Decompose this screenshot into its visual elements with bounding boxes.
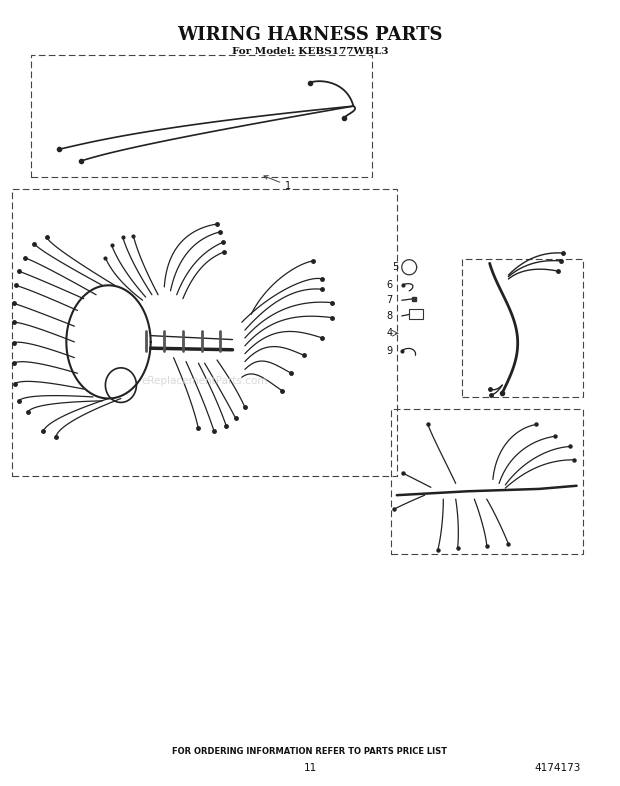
Text: FOR ORDERING INFORMATION REFER TO PARTS PRICE LIST: FOR ORDERING INFORMATION REFER TO PARTS … — [172, 747, 448, 756]
Text: eReplacementParts.com: eReplacementParts.com — [141, 376, 268, 386]
Text: 4174173: 4174173 — [535, 763, 581, 773]
Bar — [409, 309, 423, 319]
Text: 7: 7 — [386, 296, 392, 305]
Text: 1: 1 — [264, 175, 291, 191]
Text: 4: 4 — [386, 329, 392, 338]
Text: WIRING HARNESS PARTS: WIRING HARNESS PARTS — [177, 26, 443, 43]
Text: 8: 8 — [386, 311, 392, 321]
Text: 6: 6 — [386, 280, 392, 289]
Text: For Model: KEBS177WBL3: For Model: KEBS177WBL3 — [232, 46, 388, 56]
Text: 9: 9 — [386, 346, 392, 355]
Text: 5: 5 — [392, 263, 398, 272]
Text: 11: 11 — [303, 763, 317, 773]
